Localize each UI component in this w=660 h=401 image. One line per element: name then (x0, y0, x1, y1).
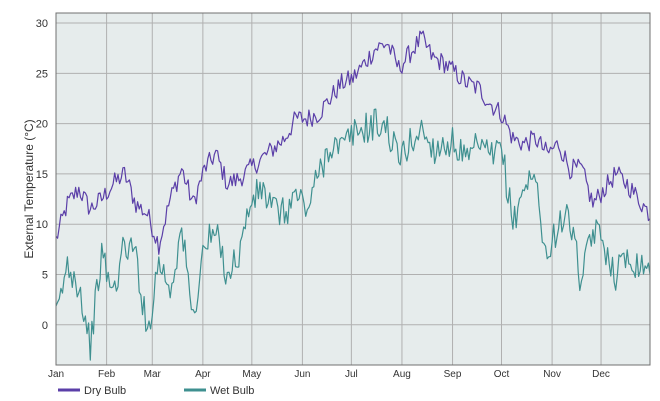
series-lines (55, 30, 651, 361)
dry-bulb-line (55, 30, 651, 255)
x-tick-label: Jun (294, 369, 310, 380)
x-tick-label: Feb (98, 369, 116, 380)
plot-area (56, 13, 650, 365)
x-axis-ticks: Jan Feb Mar Apr May Jun Jul Aug Sep Oct Nov Dec (48, 369, 610, 380)
x-tick-label: Nov (543, 369, 561, 380)
y-tick-label: 15 (36, 169, 48, 181)
x-tick-label: Jan (48, 369, 64, 380)
legend-label: Wet Bulb (210, 385, 254, 396)
x-tick-label: Oct (494, 369, 510, 380)
grid-lines (56, 13, 650, 365)
y-tick-label: 10 (36, 219, 48, 231)
y-tick-label: 20 (36, 119, 48, 131)
x-tick-label: Aug (393, 369, 411, 380)
x-tick-label: Mar (144, 369, 162, 380)
y-tick-label: 25 (36, 68, 48, 80)
y-tick-label: 5 (42, 269, 48, 281)
y-axis-label: External Temperature (°C) (22, 119, 36, 258)
legend: Dry Bulb Wet Bulb (58, 385, 254, 397)
x-tick-label: Jul (345, 369, 358, 380)
wet-bulb-line (55, 108, 651, 361)
y-tick-label: 30 (36, 18, 48, 30)
legend-label: Dry Bulb (84, 385, 126, 396)
x-tick-label: May (242, 369, 261, 380)
x-tick-label: Apr (195, 369, 211, 380)
y-axis-ticks: 0 5 10 15 20 25 30 (36, 18, 48, 332)
plot-frame (55, 12, 651, 366)
x-tick-label: Sep (444, 369, 462, 380)
x-tick-label: Dec (592, 369, 610, 380)
y-tick-label: 0 (42, 320, 48, 332)
